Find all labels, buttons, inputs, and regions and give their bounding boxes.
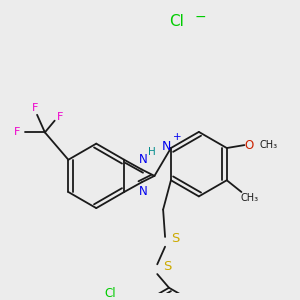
Text: +: + bbox=[172, 132, 181, 142]
Text: N: N bbox=[140, 153, 148, 166]
Text: S: S bbox=[171, 232, 179, 245]
Text: Cl: Cl bbox=[169, 14, 184, 29]
Text: S: S bbox=[163, 260, 171, 273]
Text: CH₃: CH₃ bbox=[260, 140, 278, 150]
Text: −: − bbox=[195, 10, 207, 24]
Text: F: F bbox=[14, 128, 21, 137]
Text: Cl: Cl bbox=[104, 287, 116, 300]
Text: N: N bbox=[161, 140, 171, 153]
Text: O: O bbox=[244, 139, 254, 152]
Text: F: F bbox=[32, 103, 38, 113]
Text: N: N bbox=[140, 185, 148, 199]
Text: F: F bbox=[57, 112, 64, 122]
Text: CH₃: CH₃ bbox=[240, 193, 258, 203]
Text: H: H bbox=[148, 147, 155, 157]
